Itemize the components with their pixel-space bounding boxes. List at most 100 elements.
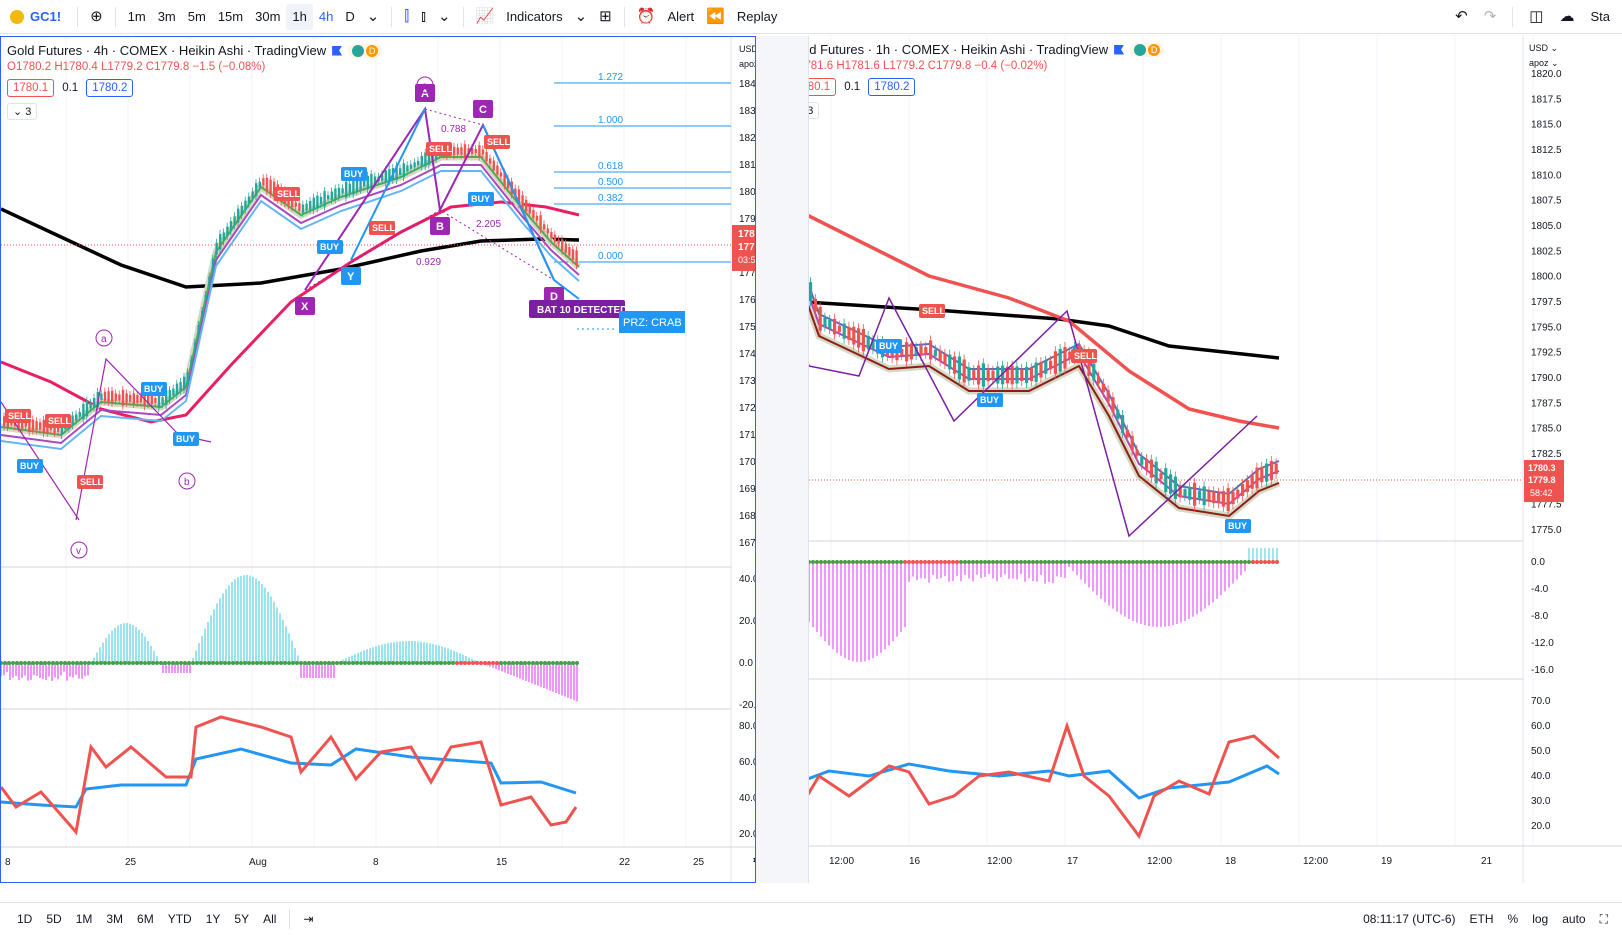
clock-label[interactable]: 08:11:17 (UTC-6) (1363, 912, 1456, 926)
squeeze-dot (839, 560, 843, 564)
squeeze-dot (503, 661, 507, 665)
squeeze-dot (319, 661, 323, 665)
squeeze-dot (955, 560, 959, 564)
squeeze-dot (1171, 560, 1175, 564)
indicators-icon[interactable]: 📈 (475, 7, 495, 25)
last-price-value: 1780.3 (738, 229, 756, 240)
candle-body (528, 206, 531, 214)
range-1d[interactable]: 1D (17, 912, 33, 926)
squeeze-dot (1143, 560, 1147, 564)
buy-price-button[interactable]: 1780.2 (868, 78, 916, 96)
buy-signal (341, 167, 367, 181)
candle-body (147, 395, 150, 404)
left-chart-canvas[interactable]: USD ⌄ apoz ⌄ 1840.0 1830.0 1820.0 1810.0 1800.… (1, 37, 756, 883)
alert-button[interactable]: Alert (667, 8, 695, 24)
candle-body (204, 295, 207, 300)
save-icon[interactable]: ☁ (1559, 7, 1575, 25)
candle-body (1140, 457, 1144, 465)
right-chart-pane[interactable]: USD ⌄ apoz ⌄ 1820.0 1817.5 1815.0 1812.5 1810.… (808, 36, 1622, 883)
squeeze-dot (151, 661, 155, 665)
squeeze-dot (843, 560, 847, 564)
log-toggle[interactable]: log (1532, 912, 1549, 926)
squeeze-dot (915, 560, 919, 564)
osc2-tick: 20.0 (1531, 821, 1551, 832)
undo-icon[interactable]: ↶ (1455, 7, 1468, 25)
candle-body (828, 319, 832, 329)
squeeze-dot (531, 661, 535, 665)
range-ytd[interactable]: YTD (167, 912, 192, 926)
layout-icon[interactable]: ◫ (1529, 7, 1544, 25)
indicators-button[interactable]: Indicators (506, 8, 563, 24)
range-1m[interactable]: 1M (75, 912, 93, 926)
goto-date-icon[interactable]: ⇥ (303, 912, 314, 926)
indicator-toggle[interactable]: ⌄ 3 (809, 102, 820, 119)
rewind-icon[interactable]: ⏪ (706, 7, 725, 25)
interval-d[interactable]: D (345, 8, 355, 24)
candles-icon[interactable]: ⫿ (404, 7, 410, 25)
signal-label: BUY (344, 169, 363, 179)
candle-body (366, 175, 369, 190)
candle-body (1202, 486, 1206, 506)
squeeze-dot (507, 661, 511, 665)
squeeze-dot (439, 661, 443, 665)
point-x-label: X (301, 301, 309, 313)
squeeze-dot (1027, 560, 1031, 564)
chevron-down-icon[interactable]: ⌄ (574, 7, 588, 25)
squeeze-dot (75, 661, 79, 665)
chevron-down-icon[interactable]: ⌄ (366, 7, 380, 25)
signal-label: BUY (471, 194, 490, 204)
indicator-toggle[interactable]: ⌄ 3 (7, 103, 38, 120)
range-all[interactable]: All (263, 912, 277, 926)
flag-icon[interactable] (332, 45, 343, 56)
squeeze-dot (1051, 560, 1055, 564)
candle-body (136, 394, 139, 403)
symbol-search[interactable]: GC1! (6, 9, 71, 24)
interval-15m[interactable]: 15m (217, 8, 244, 24)
candle-body (1101, 383, 1105, 393)
interval-4h[interactable]: 4h (318, 8, 334, 24)
auto-toggle[interactable]: auto (1562, 912, 1586, 926)
percent-toggle[interactable]: % (1507, 912, 1519, 926)
sell-price-button[interactable]: 1780.1 (809, 78, 837, 96)
squeeze-dot (1159, 560, 1163, 564)
left-chart-pane[interactable]: USD ⌄ apoz ⌄ 1840.0 1830.0 1820.0 1810.0 1800.… (0, 36, 756, 883)
range-3m[interactable]: 3M (106, 912, 124, 926)
range-1y[interactable]: 1Y (205, 912, 221, 926)
candle-body (1049, 360, 1053, 370)
candle-body (1005, 366, 1009, 384)
buy-price-button[interactable]: 1780.2 (86, 79, 134, 97)
session-toggle[interactable]: ETH (1469, 912, 1494, 926)
squeeze-dot (331, 661, 335, 665)
market-status-icon[interactable]: D (348, 43, 383, 58)
chart-type-icon[interactable]: ⫾ (421, 7, 426, 25)
sell-price-button[interactable]: 1780.1 (7, 79, 55, 97)
range-6m[interactable]: 6M (137, 912, 154, 926)
interval-1h[interactable]: 1h (286, 3, 313, 30)
candle-body (413, 162, 416, 168)
squeeze-dot (1151, 560, 1155, 564)
interval-5m[interactable]: 5m (187, 8, 206, 24)
fullscreen-icon[interactable]: ⛶ (1599, 911, 1608, 926)
candle-body (905, 342, 909, 362)
pane-divider[interactable] (756, 36, 808, 883)
templates-icon[interactable]: ⊞ (599, 7, 612, 25)
candle-body (363, 180, 366, 187)
chevron-down-icon[interactable]: ⌄ (437, 7, 451, 25)
add-symbol-icon[interactable]: ⊕ (90, 7, 103, 25)
range-5y[interactable]: 5Y (234, 912, 250, 926)
interval-3m[interactable]: 3m (157, 8, 176, 24)
flag-icon[interactable] (1114, 44, 1125, 55)
squeeze-dot (311, 661, 315, 665)
save-button[interactable]: Sta (1590, 8, 1610, 24)
alarm-clock-icon[interactable]: ⏰ (636, 7, 656, 25)
market-status-icon[interactable]: D (1130, 42, 1165, 57)
squeeze-dot (47, 661, 51, 665)
replay-button[interactable]: Replay (736, 8, 778, 24)
squeeze-dot (851, 560, 855, 564)
range-5d[interactable]: 5D (46, 912, 62, 926)
redo-icon[interactable]: ↷ (1483, 7, 1497, 25)
osc1-tick: 40.0 (739, 574, 756, 585)
right-chart-canvas[interactable]: USD ⌄apoz ⌄1820.01817.51815.01812.51810.… (809, 36, 1622, 883)
interval-1m[interactable]: 1m (127, 8, 146, 24)
interval-30m[interactable]: 30m (255, 8, 281, 24)
